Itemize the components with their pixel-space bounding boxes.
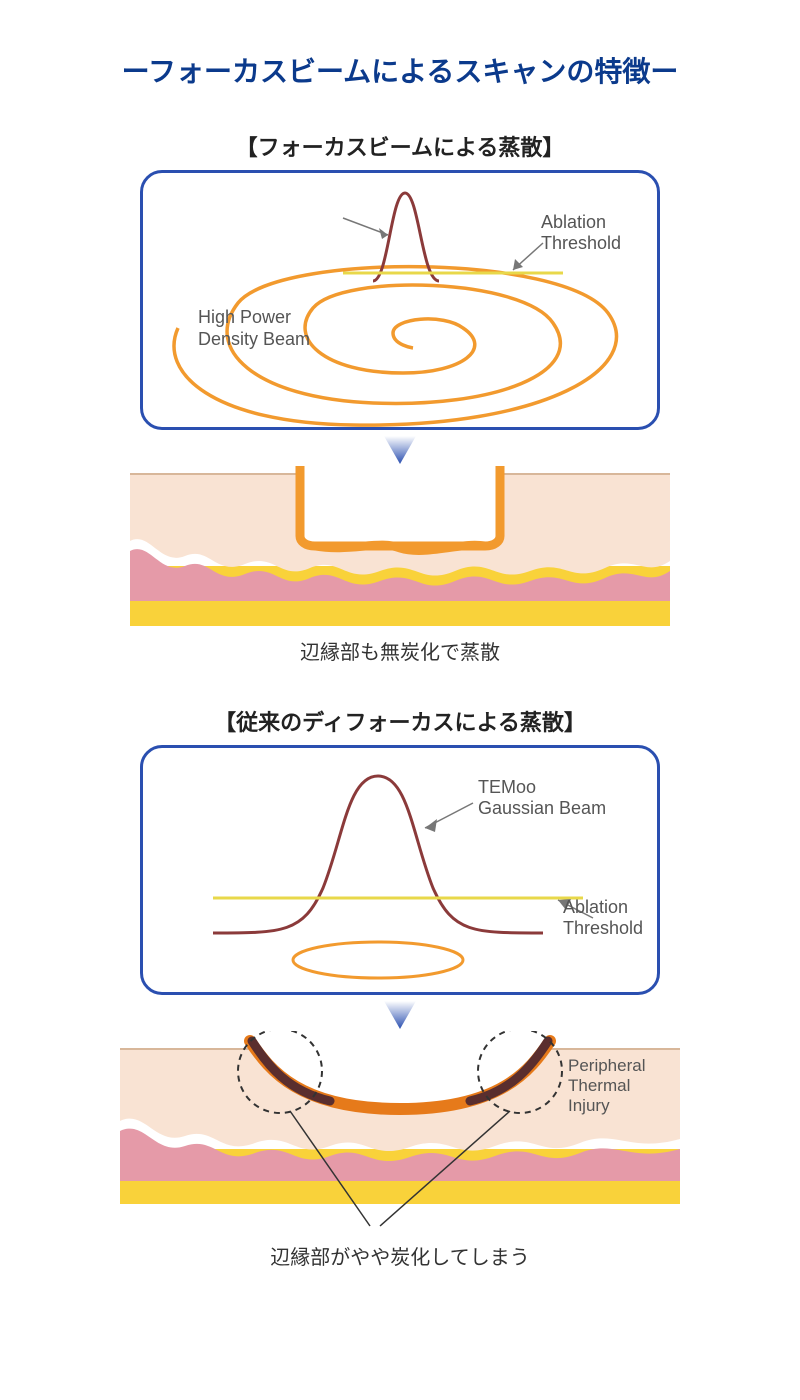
label-ablation-1b: Threshold bbox=[541, 233, 621, 253]
threshold-pointer-1-head bbox=[513, 259, 523, 270]
section2-svg: TEMoo Gaussian Beam Ablation Threshold bbox=[143, 748, 663, 998]
peak-pointer-head bbox=[379, 228, 388, 239]
label-ablation-1a: Ablation bbox=[541, 212, 606, 232]
label-tem2: Gaussian Beam bbox=[478, 798, 606, 818]
ablation-crater-1 bbox=[300, 466, 500, 546]
caption-2: 辺縁部がやや炭化してしまう bbox=[60, 1241, 740, 1270]
section2-title: 【従来のディフォーカスによる蒸散】 bbox=[60, 705, 740, 737]
section2-diagram-box: TEMoo Gaussian Beam Ablation Threshold bbox=[140, 745, 660, 995]
section1-svg: Ablation Threshold High Power Density Be… bbox=[143, 173, 663, 433]
main-title: ーフォーカスビームによるスキャンの特徴ー bbox=[60, 50, 740, 90]
label-pti3: Injury bbox=[568, 1096, 610, 1115]
label-hpd-2: Density Beam bbox=[198, 329, 310, 349]
caption-1: 辺縁部も無炭化で蒸散 bbox=[60, 636, 740, 665]
tissue-2: Peripheral Thermal Injury bbox=[120, 1031, 680, 1231]
section1-diagram-box: Ablation Threshold High Power Density Be… bbox=[140, 170, 660, 430]
label-pti1: Peripheral bbox=[568, 1056, 646, 1075]
beam-footprint bbox=[293, 942, 463, 978]
section1-title: 【フォーカスビームによる蒸散】 bbox=[60, 130, 740, 162]
tissue2-svg: Peripheral Thermal Injury bbox=[120, 1031, 680, 1231]
section-focus-beam: 【フォーカスビームによる蒸散】 Ablation Threshold High … bbox=[60, 130, 740, 665]
tissue-1 bbox=[130, 466, 670, 626]
label-abl2b: Threshold bbox=[563, 918, 643, 938]
section-defocus-beam: 【従来のディフォーカスによる蒸散】 TEMoo Gaussian Beam Ab… bbox=[60, 705, 740, 1270]
label-pti2: Thermal bbox=[568, 1076, 630, 1095]
label-tem1: TEMoo bbox=[478, 777, 536, 797]
gaussian-pointer-head bbox=[425, 819, 437, 832]
down-arrow-1 bbox=[380, 434, 420, 466]
down-arrow-2 bbox=[380, 999, 420, 1031]
tissue1-svg bbox=[130, 466, 670, 626]
label-hpd-1: High Power bbox=[198, 307, 291, 327]
ablation-bottom-1 bbox=[315, 545, 485, 550]
label-abl2a: Ablation bbox=[563, 897, 628, 917]
